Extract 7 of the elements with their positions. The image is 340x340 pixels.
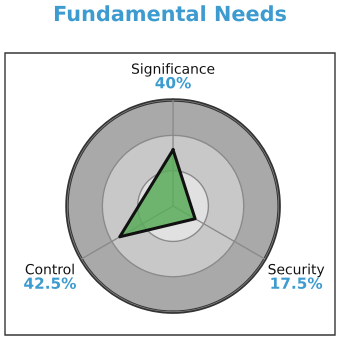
spoke-label: Control [26,264,74,274]
chart-title: Fundamental Needs [54,5,286,22]
spoke-label: Security [268,264,324,278]
text: 17.5% [271,277,322,289]
text: 40% [155,76,191,88]
text: 42.5% [24,277,76,289]
spoke-label: Significance [132,63,214,77]
